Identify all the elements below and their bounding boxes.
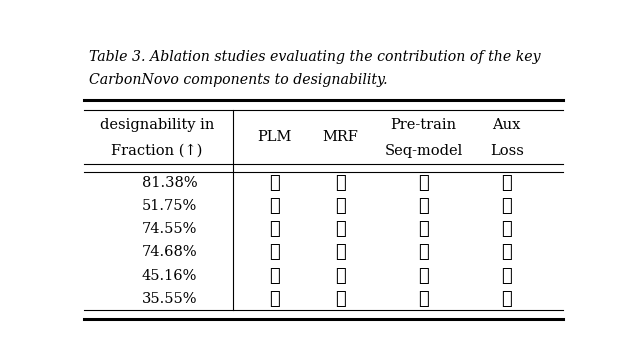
Text: ✓: ✓ (335, 174, 346, 192)
Text: PLM: PLM (257, 130, 292, 144)
Text: ✓: ✓ (502, 243, 512, 261)
Text: designability in: designability in (100, 118, 215, 132)
Text: ✗: ✗ (502, 290, 512, 308)
Text: ✓: ✓ (418, 221, 429, 238)
Text: Fraction (↑): Fraction (↑) (112, 144, 203, 158)
Text: ✓: ✓ (502, 221, 512, 238)
Text: ✓: ✓ (269, 243, 280, 261)
Text: 45.16%: 45.16% (141, 269, 197, 283)
Text: ✗: ✗ (269, 290, 280, 308)
Text: Pre-train: Pre-train (391, 118, 457, 132)
Text: ✓: ✓ (502, 266, 512, 284)
Text: MRF: MRF (322, 130, 358, 144)
Text: Aux: Aux (493, 118, 521, 132)
Text: Loss: Loss (490, 144, 524, 158)
Text: ✓: ✓ (502, 174, 512, 192)
Text: 74.55%: 74.55% (141, 222, 197, 236)
Text: ✗: ✗ (269, 266, 280, 284)
Text: Table 3. Ablation studies evaluating the contribution of the key: Table 3. Ablation studies evaluating the… (88, 50, 540, 64)
Text: ✓: ✓ (269, 174, 280, 192)
Text: ✗: ✗ (269, 197, 280, 216)
Text: 51.75%: 51.75% (142, 199, 197, 213)
Text: ✗: ✗ (335, 290, 346, 308)
Text: ✗: ✗ (335, 266, 346, 284)
Text: ✗: ✗ (418, 243, 429, 261)
Text: Seq-model: Seq-model (384, 144, 463, 158)
Text: CarbonNovo components to designability.: CarbonNovo components to designability. (88, 73, 387, 87)
Text: ✓: ✓ (269, 221, 280, 238)
Text: ✗: ✗ (418, 266, 429, 284)
Text: ✗: ✗ (335, 221, 346, 238)
Text: 35.55%: 35.55% (141, 292, 197, 306)
Text: ✗: ✗ (418, 290, 429, 308)
Text: ✓: ✓ (335, 197, 346, 216)
Text: ✓: ✓ (418, 174, 429, 192)
Text: ✓: ✓ (502, 197, 512, 216)
Text: ✓: ✓ (335, 243, 346, 261)
Text: 74.68%: 74.68% (141, 245, 197, 260)
Text: ✓: ✓ (418, 197, 429, 216)
Text: 81.38%: 81.38% (141, 176, 197, 190)
